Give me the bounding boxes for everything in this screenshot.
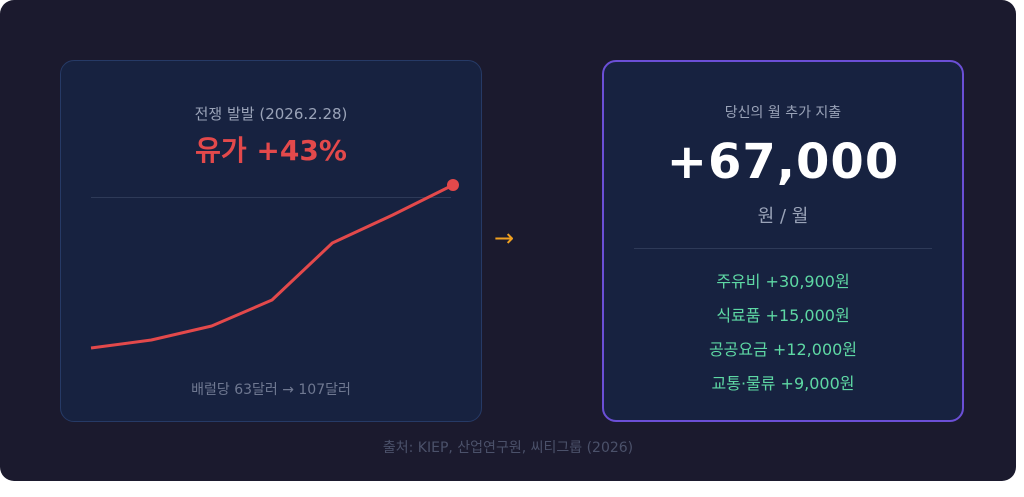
price-caption: 배럴당 63달러 → 107달러 — [191, 382, 351, 398]
oil-price-headline: 유가 +43% — [195, 134, 347, 167]
cost-item-utilities: 공공요금 +12,000원 — [708, 340, 858, 359]
infographic-frame: 전쟁 발발 (2026.2.28) 유가 +43% 배럴당 63달러 → 107… — [0, 0, 1016, 481]
cost-item-transport: 교통·물류 +9,000원 — [711, 374, 855, 393]
divider — [634, 248, 932, 249]
event-label: 전쟁 발발 (2026.2.28) — [194, 105, 348, 123]
cost-item-food: 식료품 +15,000원 — [716, 306, 850, 325]
divider — [91, 197, 451, 198]
oil-price-line — [90, 183, 454, 350]
arrow-right-icon: → — [494, 224, 515, 252]
monthly-cost-card: 당신의 월 추가 지출 +67,000 원 / 월 주유비 +30,900원 식… — [602, 60, 964, 422]
monthly-cost-amount: +67,000 — [666, 134, 900, 190]
monthly-cost-unit: 원 / 월 — [757, 206, 809, 227]
oil-price-line-chart — [90, 179, 459, 350]
source-note: 출처: KIEP, 산업연구원, 씨티그룹 (2026) — [382, 440, 634, 456]
monthly-cost-label: 당신의 월 추가 지출 — [724, 105, 842, 121]
cost-item-fuel: 주유비 +30,900원 — [716, 272, 850, 291]
oil-price-card: 전쟁 발발 (2026.2.28) 유가 +43% 배럴당 63달러 → 107… — [60, 60, 482, 422]
oil-price-end-point — [447, 179, 459, 191]
